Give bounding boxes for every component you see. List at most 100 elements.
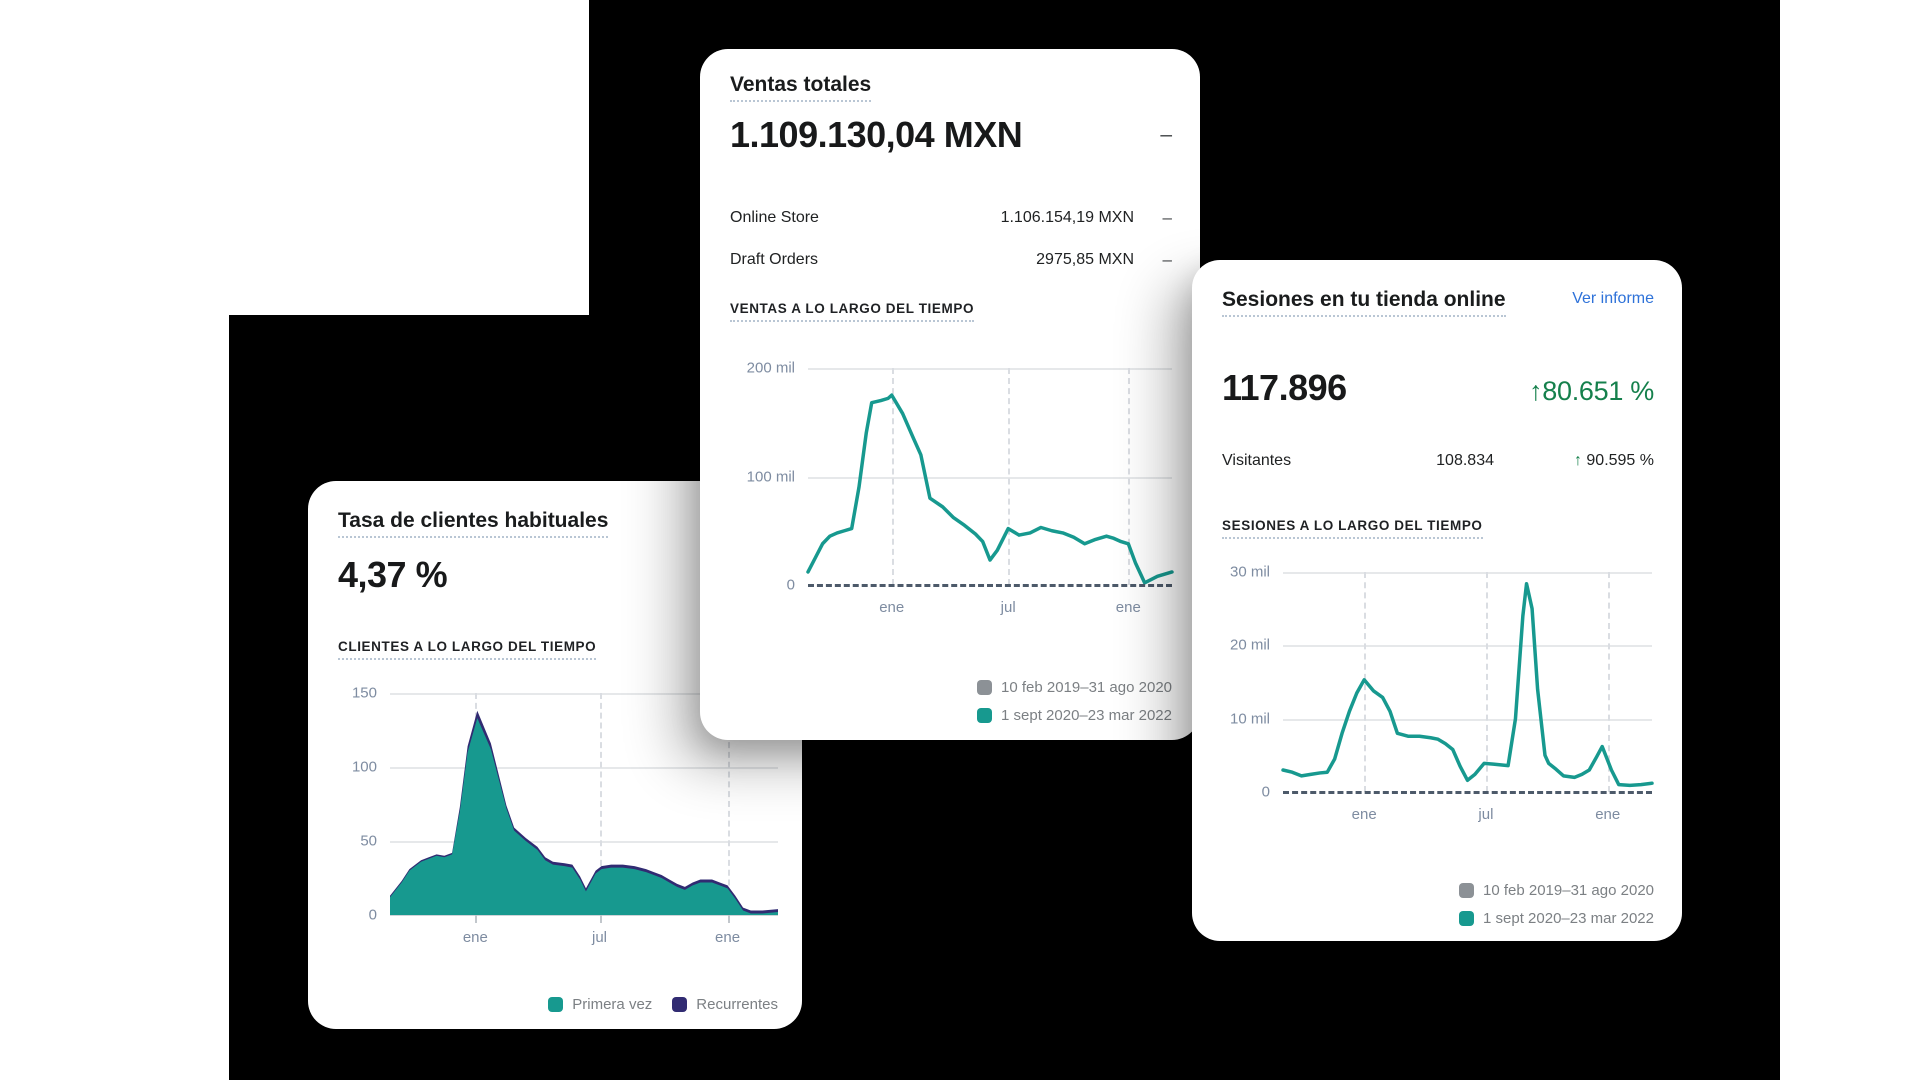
legend-label: Primera vez: [572, 996, 653, 1013]
x-axis-label: jul: [592, 929, 608, 946]
y-axis-label: 150: [351, 684, 377, 702]
y-axis-label: 200 mil: [746, 359, 795, 377]
series-line-1 sept 2020–23 mar 2022: [808, 395, 1172, 583]
x-axis-label: jul: [1478, 806, 1494, 823]
visitantes-row: Visitantes 108.834 ↑ 90.595 %: [1222, 452, 1654, 470]
ventas-series-svg: [808, 368, 1172, 585]
x-axis-label: ene: [879, 599, 905, 616]
legend-item-primera-vez: Primera vez: [548, 996, 652, 1013]
y-axis-label: 100: [351, 758, 377, 776]
vertical-gridline: [891, 368, 894, 585]
zero-axis-line: [390, 914, 778, 916]
ventas-chart: 200 mil 100 mil 0 ene jul ene: [730, 360, 1172, 616]
axis-tick: [599, 915, 602, 923]
legend-label: Recurrentes: [696, 996, 778, 1013]
legend-item-current-period: 1 sept 2020–23 mar 2022: [1459, 910, 1654, 927]
x-axis-label: ene: [462, 929, 488, 946]
clientes-chart: 150 100 50 0 ene jul ene: [338, 685, 778, 946]
zero-dashed-comparison-line: [1283, 791, 1652, 794]
card-title: Ventas totales: [730, 71, 872, 102]
legend-item-previous-period: 10 feb 2019–31 ago 2020: [1459, 882, 1654, 899]
card-title: Tasa de clientes habituales: [338, 507, 609, 538]
legend-swatch-teal: [1459, 911, 1475, 926]
gridline: [390, 766, 778, 769]
y-axis-label: 10 mil: [1229, 710, 1270, 728]
legend-swatch-navy: [672, 997, 688, 1012]
sesiones-chart: 30 mil 20 mil 10 mil 0 ene jul ene: [1222, 564, 1652, 823]
comparison-dash: –: [1162, 250, 1172, 269]
metric-value: 4,37 %: [338, 554, 448, 595]
clientes-chart-plot: 150 100 50 0 ene jul ene: [352, 685, 778, 946]
y-axis-label: 20 mil: [1229, 636, 1270, 654]
vertical-gridline: [1008, 368, 1011, 585]
comparison-dash: –: [1162, 208, 1172, 227]
y-axis-label: 0: [786, 576, 795, 594]
y-axis-label: 30 mil: [1229, 563, 1270, 581]
gridline: [1283, 572, 1652, 574]
card-tasa-clientes: Tasa de clientes habituales 4,37 % CLIEN…: [308, 481, 802, 1029]
legend-swatch-teal: [548, 997, 564, 1012]
section-label: SESIONES A LO LARGO DEL TIEMPO: [1222, 518, 1483, 539]
breakdown-row-online-store: Online Store 1.106.154,19 MXN –: [730, 199, 1172, 237]
metric-value: 1.109.130,04 MXN: [730, 114, 1023, 155]
metric-value: 117.896: [1222, 367, 1347, 408]
legend-swatch-gray: [977, 680, 992, 695]
y-axis-label: 100 mil: [746, 468, 795, 485]
row-value: 108.834: [1436, 452, 1494, 469]
x-axis-label: ene: [1115, 599, 1141, 616]
y-axis-label: 50: [360, 832, 377, 850]
legend-item-current-period: 1 sept 2020–23 mar 2022: [977, 707, 1172, 724]
card-title: Sesiones en tu tienda online: [1222, 286, 1522, 317]
legend-swatch-teal: [977, 708, 993, 723]
legend: 10 feb 2019–31 ago 2020 1 sept 2020–23 m…: [977, 679, 1172, 724]
x-axis-label: jul: [1000, 599, 1016, 616]
axis-tick: [475, 915, 478, 923]
series-line-1 sept 2020–23 mar 2022: [1283, 584, 1652, 786]
legend-label: 10 feb 2019–31 ago 2020: [1483, 882, 1654, 899]
legend: Primera vez Recurrentes: [548, 996, 778, 1013]
legend-label: 10 feb 2019–31 ago 2020: [1001, 679, 1172, 696]
gridline: [1283, 645, 1652, 648]
row-value: 1.106.154,19 MXN: [1000, 209, 1134, 226]
sesiones-series-svg: [1283, 572, 1652, 792]
y-axis-label: 0: [1261, 783, 1270, 801]
card-ventas-totales: Ventas totales 1.109.130,04 MXN – Online…: [700, 49, 1200, 740]
legend-item-recurrentes: Recurrentes: [672, 996, 778, 1013]
comparison-dash: –: [1160, 123, 1172, 146]
gridline: [808, 368, 1172, 370]
legend: 10 feb 2019–31 ago 2020 1 sept 2020–23 m…: [1459, 882, 1654, 927]
x-axis-label: ene: [715, 929, 741, 946]
gridline: [1283, 718, 1652, 721]
x-axis-label: ene: [1595, 806, 1621, 823]
row-label: Draft Orders: [730, 251, 819, 268]
gridline: [390, 693, 778, 695]
gridline: [808, 476, 1172, 479]
breakdown-row-draft-orders: Draft Orders 2975,85 MXN –: [730, 241, 1172, 279]
vertical-gridline: [1607, 572, 1610, 792]
legend-item-previous-period: 10 feb 2019–31 ago 2020: [977, 679, 1172, 696]
card-sesiones: Sesiones en tu tienda online Ver informe…: [1192, 260, 1682, 941]
metric-change-positive: ↑80.651 %: [1529, 376, 1654, 406]
vertical-gridline: [1128, 368, 1131, 585]
y-axis-label: 0: [368, 906, 377, 924]
row-change: ↑ 90.595 %: [1573, 452, 1654, 469]
legend-label: 1 sept 2020–23 mar 2022: [1001, 707, 1172, 724]
vertical-gridline: [1485, 572, 1488, 792]
ver-informe-link[interactable]: Ver informe: [1572, 290, 1654, 307]
gridline: [390, 840, 778, 843]
section-label: CLIENTES A LO LARGO DEL TIEMPO: [338, 639, 597, 660]
series-area-Primera vez: [390, 718, 778, 915]
sesiones-chart-plot: 30 mil 20 mil 10 mil 0 ene jul ene: [1230, 564, 1652, 823]
ventas-chart-plot: 200 mil 100 mil 0 ene jul ene: [747, 360, 1172, 616]
row-label: Visitantes: [1222, 452, 1292, 469]
x-axis-label: ene: [1351, 806, 1377, 823]
tasa-series-svg: [390, 710, 778, 915]
zero-dashed-comparison-line: [808, 584, 1172, 587]
vertical-gridline: [599, 693, 602, 915]
section-label: VENTAS A LO LARGO DEL TIEMPO: [730, 301, 975, 322]
axis-tick: [727, 915, 730, 923]
vertical-gridline: [727, 693, 730, 915]
legend-label: 1 sept 2020–23 mar 2022: [1483, 910, 1654, 927]
row-label: Online Store: [730, 209, 819, 226]
